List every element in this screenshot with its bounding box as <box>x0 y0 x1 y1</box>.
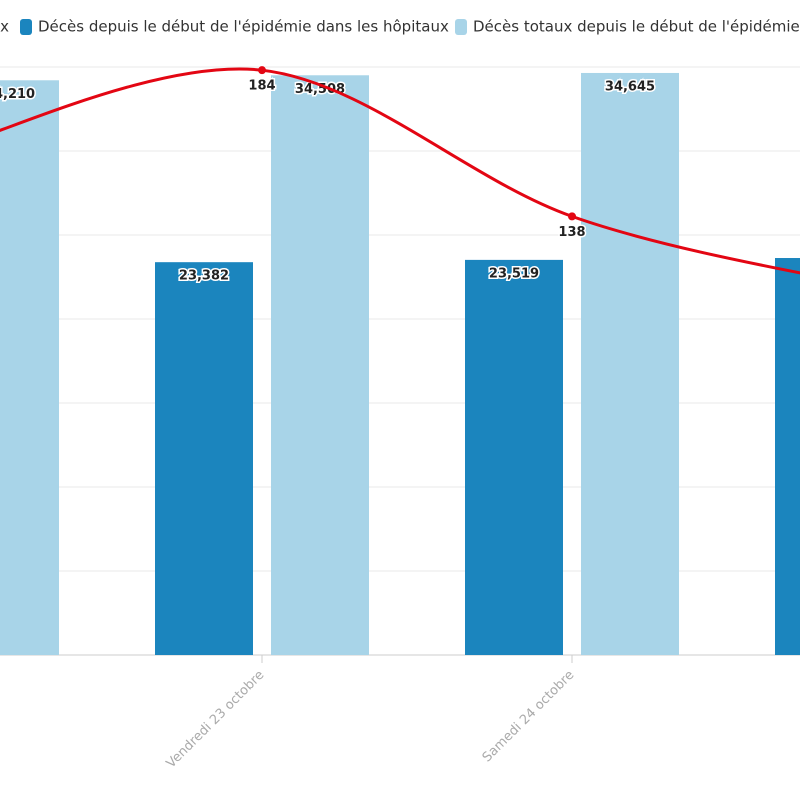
data-label: 138 <box>558 225 585 240</box>
legend-label: Décès depuis le début de l'épidémie dans… <box>38 18 449 36</box>
bar <box>0 80 59 656</box>
point <box>258 66 266 75</box>
data-label: 34,210 <box>0 87 35 102</box>
x-tick-label: Vendredi 23 octobre <box>164 668 268 772</box>
point <box>568 212 576 221</box>
data-label: 23,519 <box>489 266 539 281</box>
line <box>0 67 800 275</box>
data-label: 34,508 <box>295 82 345 97</box>
data-label: 34,645 <box>605 79 655 94</box>
legend-swatch <box>20 19 32 35</box>
bar <box>775 258 800 655</box>
legend-label: Décès totaux depuis le début de l'épidém… <box>473 18 800 36</box>
legend-label: ux <box>0 18 9 36</box>
bar <box>581 72 679 656</box>
bar <box>155 262 253 655</box>
data-label: 23,382 <box>179 269 229 284</box>
legend-swatch <box>455 19 467 35</box>
bar <box>465 259 563 655</box>
x-tick-label: Samedi 24 octobre <box>480 668 578 766</box>
bar <box>271 75 369 655</box>
data-label: 184 <box>248 79 275 94</box>
